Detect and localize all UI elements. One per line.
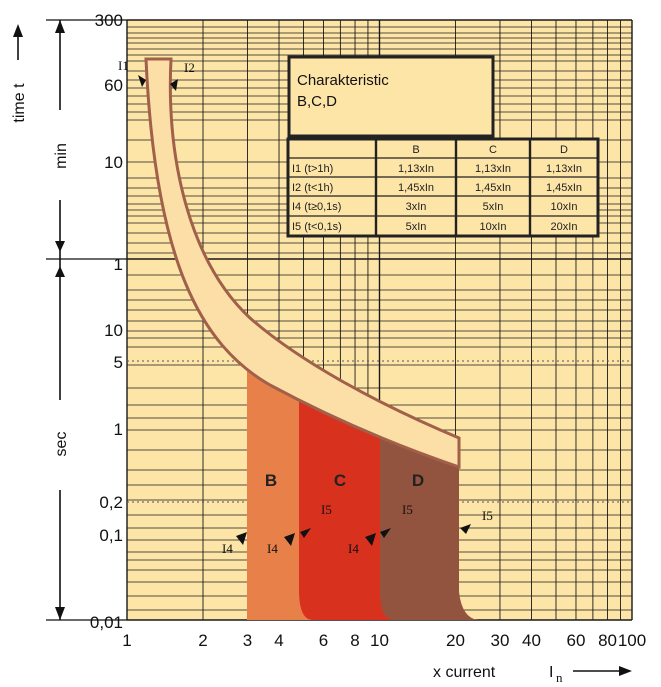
region-label-d: D bbox=[412, 471, 424, 490]
table-row-label: I2 (t<1h) bbox=[292, 182, 333, 194]
curve-markers: I1 I2 I4 I4 I5 I4 I5 I5 bbox=[118, 58, 493, 556]
marker-i5-d: I5 bbox=[482, 508, 493, 523]
x-tick-label: 80 bbox=[598, 631, 617, 650]
table-cell: 1,13xIn bbox=[398, 163, 434, 175]
table-cell: 5xIn bbox=[406, 221, 427, 233]
region-d bbox=[380, 432, 459, 620]
table-title: Charakteristic bbox=[297, 72, 389, 89]
y-tick-label: 1 bbox=[114, 255, 123, 274]
marker-i4-d: I4 bbox=[348, 541, 359, 556]
y-tick-label: 1 bbox=[114, 420, 123, 439]
x-tick-label: 30 bbox=[491, 631, 510, 650]
marker-i1: I1 bbox=[118, 58, 129, 73]
table-col-b: B bbox=[412, 144, 419, 156]
marker-i4-b: I4 bbox=[222, 541, 233, 556]
table-row-label: I5 (t<0,1s) bbox=[292, 221, 342, 233]
x-tick-label: 8 bbox=[350, 631, 359, 650]
characteristic-table: Charakteristic B,C,D B C D I1 (t>1h) 1,1… bbox=[286, 55, 600, 238]
region-c bbox=[299, 397, 380, 620]
y-tick-label: 0,1 bbox=[99, 526, 123, 545]
x-tick-label: 1 bbox=[122, 631, 131, 650]
x-axis-symbol: I bbox=[549, 664, 553, 681]
marker-i2: I2 bbox=[184, 60, 195, 75]
region-label-b: B bbox=[265, 471, 277, 490]
y-tick-label: 10 bbox=[104, 321, 123, 340]
table-row-label: I1 (t>1h) bbox=[292, 163, 333, 175]
region-label-c: C bbox=[334, 471, 346, 490]
table-cell: 10xIn bbox=[480, 221, 507, 233]
table-cell: 10xIn bbox=[551, 201, 578, 213]
region-tail-1 bbox=[380, 590, 394, 620]
x-axis-title: x current I n bbox=[433, 664, 632, 685]
x-tick-label: 4 bbox=[274, 631, 283, 650]
table-row-label: I4 (t≥0,1s) bbox=[292, 201, 341, 213]
x-axis-label: x current bbox=[433, 664, 496, 681]
unit-sec: sec bbox=[53, 432, 70, 457]
x-tick-label: 40 bbox=[522, 631, 541, 650]
table-cell: 1,45xIn bbox=[398, 182, 434, 194]
tripping-bands: B C D bbox=[144, 57, 478, 620]
region-tail-0 bbox=[299, 590, 313, 620]
y-tick-label: 5 bbox=[114, 353, 123, 372]
table-col-c: C bbox=[489, 144, 497, 156]
x-axis-symbol-subscript: n bbox=[556, 670, 563, 685]
region-b bbox=[247, 361, 299, 620]
y-axis-title: time t bbox=[11, 24, 28, 123]
y-axis-label: time t bbox=[11, 83, 28, 123]
table-cell: 1,45xIn bbox=[546, 182, 582, 194]
x-tick-label: 60 bbox=[567, 631, 586, 650]
x-axis-ticks: 1 2 3 4 6 8 10 20 30 40 60 80 100 bbox=[122, 631, 646, 650]
y-tick-label: 0,2 bbox=[99, 493, 123, 512]
x-tick-label: 2 bbox=[198, 631, 207, 650]
tripping-band bbox=[144, 57, 461, 470]
table-cell: 1,45xIn bbox=[475, 182, 511, 194]
x-tick-label: 100 bbox=[618, 631, 646, 650]
x-tick-label: 20 bbox=[446, 631, 465, 650]
x-tick-label: 3 bbox=[243, 631, 252, 650]
table-cell: 1,13xIn bbox=[475, 163, 511, 175]
marker-i5-b: I5 bbox=[321, 502, 332, 517]
x-tick-label: 6 bbox=[319, 631, 328, 650]
y-tick-label: 60 bbox=[104, 76, 123, 95]
time-axis: min sec bbox=[46, 19, 127, 621]
x-axis-arrow bbox=[619, 666, 632, 676]
x-tick-label: 10 bbox=[370, 631, 389, 650]
table-cell: 3xIn bbox=[406, 201, 427, 213]
y-tick-label: 10 bbox=[104, 153, 123, 172]
table-cell: 20xIn bbox=[551, 221, 578, 233]
marker-i5-c: I5 bbox=[402, 502, 413, 517]
table-cell: 5xIn bbox=[483, 201, 504, 213]
unit-min: min bbox=[53, 143, 70, 169]
table-cell: 1,13xIn bbox=[546, 163, 582, 175]
table-col-d: D bbox=[560, 144, 568, 156]
table-subtitle: B,C,D bbox=[297, 93, 337, 110]
y-tick-label: 0,01 bbox=[90, 613, 123, 632]
marker-i4-c: I4 bbox=[267, 541, 278, 556]
